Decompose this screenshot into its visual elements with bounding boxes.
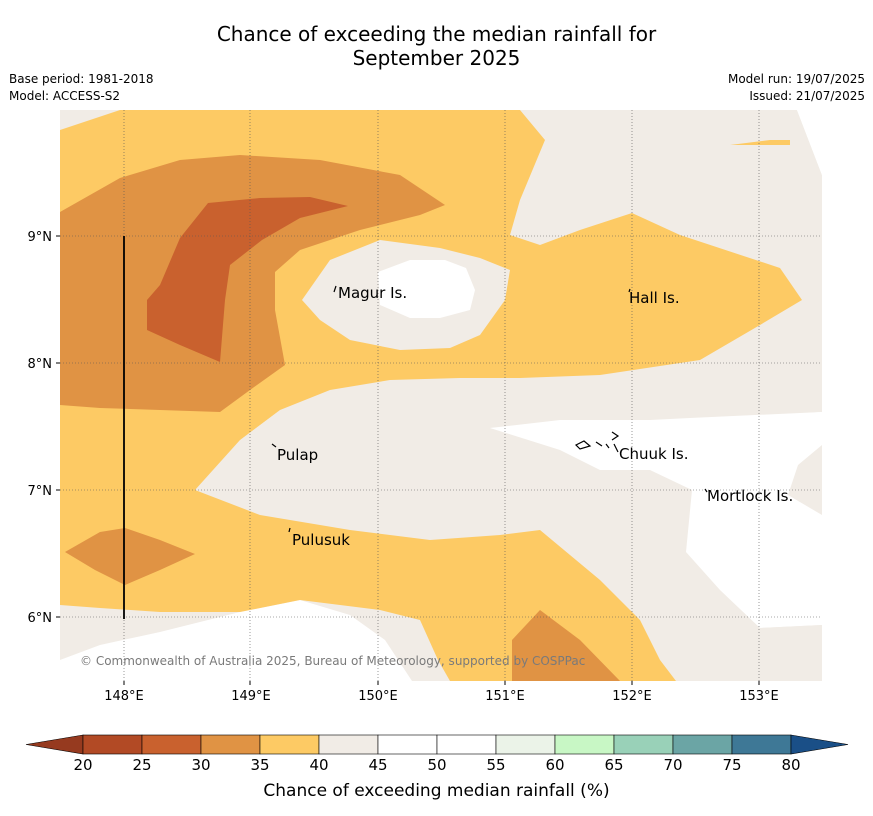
colorbar-segment (318, 734, 379, 755)
y-tick-9n: 9°N (28, 230, 53, 245)
colorbar-segment (554, 734, 615, 755)
colorbar-tick-label: 65 (604, 756, 624, 774)
meta-left: Base period: 1981-2018 Model: ACCESS-S2 (9, 71, 154, 105)
colorbar-segment (731, 734, 792, 755)
copyright-notice: © Commonwealth of Australia 2025, Bureau… (80, 654, 585, 668)
place-label-pulusuk: Pulusuk (292, 531, 350, 549)
colorbar-tick-label: 75 (722, 756, 742, 774)
x-tick-151: 151°E (485, 689, 525, 704)
colorbar (25, 734, 849, 755)
colorbar-segment (259, 734, 320, 755)
se-band-40-45 (760, 625, 822, 650)
colorbar-tick-label: 30 (191, 756, 211, 774)
model-name: Model: ACCESS-S2 (9, 89, 121, 103)
colorbar-segment (141, 734, 202, 755)
issued-date: Issued: 21/07/2025 (749, 89, 865, 103)
colorbar-label: Chance of exceeding median rainfall (%) (263, 781, 610, 801)
magur-island-mark (333, 285, 337, 293)
colorbar-tick-label: 55 (486, 756, 506, 774)
x-tick-153: 153°E (739, 689, 779, 704)
colorbar-tick-label: 20 (73, 756, 93, 774)
colorbar-segment (672, 734, 733, 755)
place-label-mortlock: Mortlock Is. (707, 487, 793, 505)
magur-inner-45-55 (378, 260, 475, 318)
island-marks (271, 285, 708, 533)
colorbar-segment (82, 734, 143, 755)
model-run-date: Model run: 19/07/2025 (727, 72, 865, 86)
colorbar-segment (436, 734, 497, 755)
colorbar-tick-label: 50 (427, 756, 447, 774)
base-period: Base period: 1981-2018 (9, 72, 154, 86)
pulusuk-island-mark (288, 527, 291, 533)
place-label-chuuk: Chuuk Is. (619, 445, 688, 463)
contour-layers (60, 110, 822, 681)
y-tick-7n: 7°N (28, 484, 53, 499)
x-tick-149: 149°E (231, 689, 271, 704)
x-tick-148: 148°E (104, 689, 144, 704)
colorbar-segment (613, 734, 674, 755)
x-tick-150: 150°E (358, 689, 398, 704)
colorbar-high-extend (790, 734, 849, 755)
colorbar-segment (377, 734, 438, 755)
colorbar-segment (495, 734, 556, 755)
hall-island-mark (628, 288, 631, 293)
title-line-1: Chance of exceeding the median rainfall … (216, 22, 657, 46)
colorbar-segment (200, 734, 261, 755)
map-title: Chance of exceeding the median rainfall … (0, 22, 873, 70)
place-label-magur: Magur Is. (338, 284, 407, 302)
chuuk-islands-mark (574, 431, 620, 453)
place-label-hall: Hall Is. (629, 289, 680, 307)
region-white-northeast (797, 110, 822, 175)
place-label-pulap: Pulap (277, 446, 318, 464)
colorbar-tick-label: 45 (368, 756, 388, 774)
mortlock-island-mark (704, 488, 708, 493)
title-line-2: September 2025 (352, 46, 521, 70)
colorbar-tick-label: 70 (663, 756, 683, 774)
x-tick-152: 152°E (612, 689, 652, 704)
y-tick-8n: 8°N (28, 357, 53, 372)
contour-25-30 (147, 197, 348, 362)
region-white-southwest (60, 600, 412, 681)
meta-right: Model run: 19/07/2025 Issued: 21/07/2025 (728, 71, 865, 105)
pulap-island-mark (271, 443, 277, 448)
colorbar-low-extend (25, 734, 84, 755)
colorbar-tick-label: 60 (545, 756, 565, 774)
colorbar-tick-label: 40 (309, 756, 329, 774)
colorbar-tick-label: 25 (132, 756, 152, 774)
colorbar-tick-label: 80 (781, 756, 801, 774)
region-white-east (490, 412, 822, 628)
y-tick-6n: 6°N (28, 611, 53, 626)
colorbar-tick-label: 35 (250, 756, 270, 774)
